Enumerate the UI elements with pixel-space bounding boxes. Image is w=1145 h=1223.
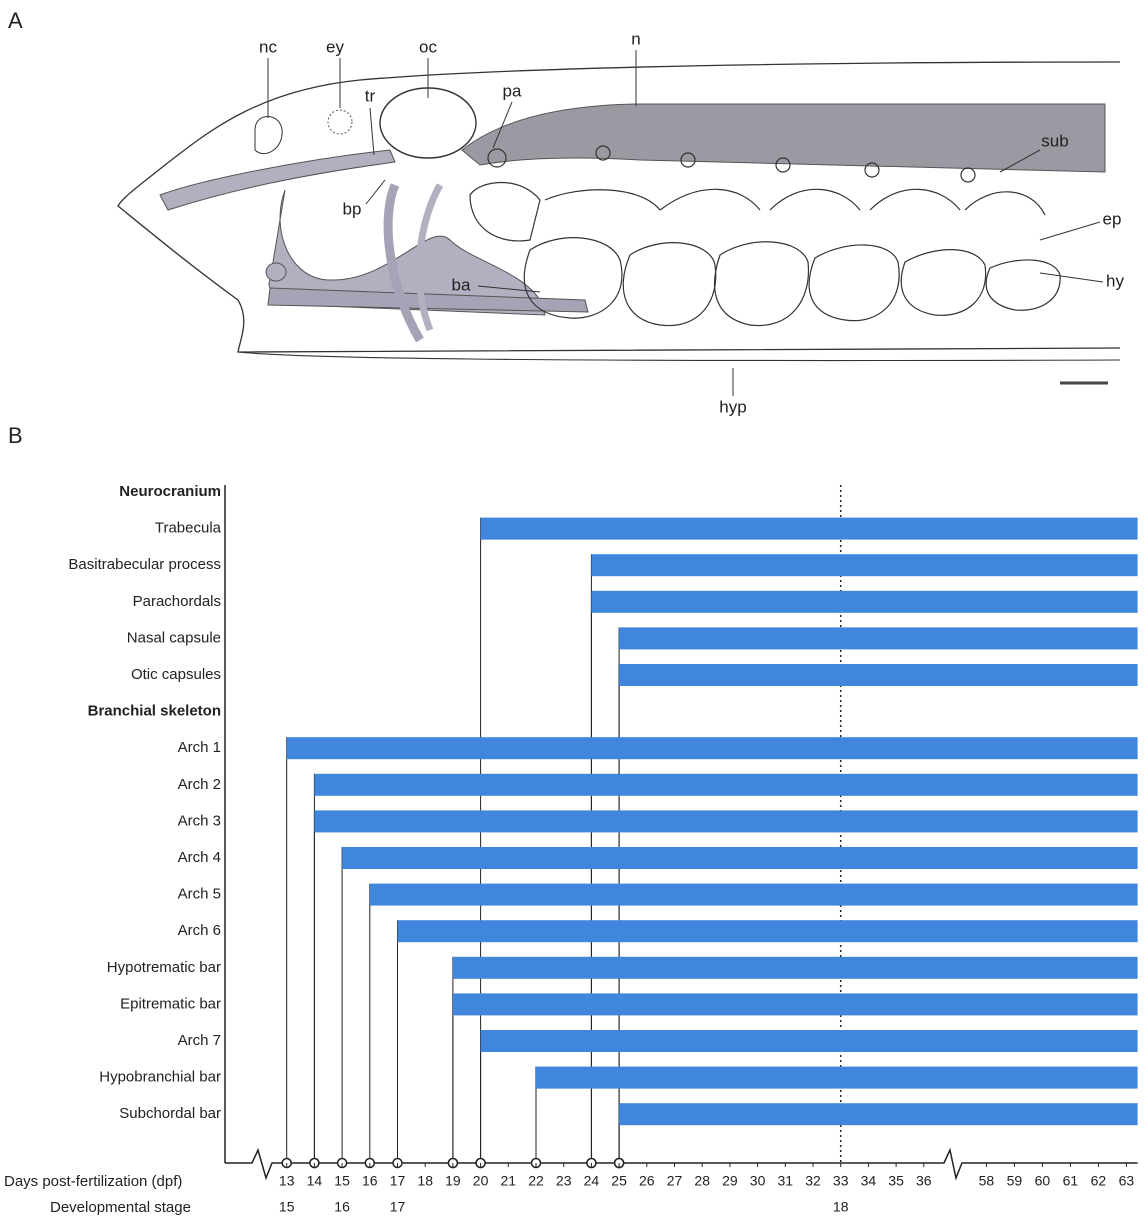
x-tick-label: 32 xyxy=(805,1173,821,1189)
x-tick-label: 34 xyxy=(861,1173,877,1189)
figure: Anc ey oc n tr pa sub bp ep hy ba hyp B Neurocranium T… xyxy=(0,0,1145,1218)
x-tick-label: 26 xyxy=(639,1173,655,1189)
bar xyxy=(342,847,1138,869)
bar xyxy=(536,1067,1138,1089)
bar xyxy=(619,1103,1138,1125)
x-tick-label: 61 xyxy=(1063,1173,1079,1189)
row-label: Subchordal bar xyxy=(119,1105,221,1122)
x-tick-label: 15 xyxy=(334,1173,350,1189)
group-header: Neurocranium xyxy=(119,483,221,500)
bar xyxy=(453,957,1138,979)
x-tick-label: 36 xyxy=(916,1173,932,1189)
x-tick-label: 22 xyxy=(528,1173,544,1189)
x-tick-label: 60 xyxy=(1035,1173,1051,1189)
row-label: Parachordals xyxy=(133,593,221,610)
row-label: Trabecula xyxy=(155,520,222,537)
x-tick-label: 58 xyxy=(979,1173,995,1189)
structure-label: bp xyxy=(343,199,362,218)
bar xyxy=(314,774,1137,796)
row-label: Basitrabecular process xyxy=(68,556,221,573)
leader-line xyxy=(1040,222,1100,240)
x-tick-label: 28 xyxy=(694,1173,710,1189)
bar xyxy=(619,627,1138,649)
stage-label: 17 xyxy=(390,1199,406,1215)
leader-line xyxy=(1040,273,1103,282)
bar xyxy=(481,1030,1138,1052)
x-tick-label: 29 xyxy=(722,1173,738,1189)
structure-label: nc xyxy=(259,37,277,56)
bar xyxy=(314,810,1137,832)
panel-label: A xyxy=(8,8,23,33)
row-label: Hypobranchial bar xyxy=(99,1069,221,1086)
structure-label: tr xyxy=(365,86,376,105)
structure-label: pa xyxy=(503,81,522,100)
x-tick-label: 16 xyxy=(362,1173,378,1189)
structure-label: n xyxy=(631,29,640,48)
x-tick-label: 13 xyxy=(279,1173,295,1189)
bar xyxy=(398,920,1138,942)
leader-line xyxy=(366,180,385,204)
x-tick-label: 35 xyxy=(888,1173,904,1189)
x-tick-label: 19 xyxy=(445,1173,461,1189)
row-label: Nasal capsule xyxy=(127,629,221,646)
row-label: Arch 4 xyxy=(178,849,221,866)
bar xyxy=(591,554,1137,576)
bar xyxy=(481,518,1138,540)
structure-label: oc xyxy=(419,37,437,56)
x-tick-label: 20 xyxy=(473,1173,489,1189)
row-label: Epitrematic bar xyxy=(120,995,221,1012)
stage-label: 15 xyxy=(279,1199,295,1215)
x-tick-label: 25 xyxy=(611,1173,627,1189)
x-tick-label: 59 xyxy=(1007,1173,1023,1189)
bar xyxy=(591,591,1137,613)
row-label: Otic capsules xyxy=(131,666,221,683)
row-label: Arch 7 xyxy=(178,1032,221,1049)
bar xyxy=(287,737,1138,759)
row-label: Arch 5 xyxy=(178,886,221,903)
row-label: Arch 1 xyxy=(178,739,221,756)
structure-label: hy xyxy=(1106,271,1124,290)
x-tick-label: 14 xyxy=(307,1173,323,1189)
page: {"panel_a": {"label": "A", "labels": ["n… xyxy=(0,0,1145,1218)
row-label: Arch 6 xyxy=(178,922,221,939)
bar xyxy=(619,664,1138,686)
x-tick-label: 33 xyxy=(833,1173,849,1189)
row-label: Arch 3 xyxy=(178,812,221,829)
structure-label: ep xyxy=(1103,209,1122,228)
x-axis-title: Days post-fertilization (dpf) xyxy=(4,1173,182,1190)
structure-label: ey xyxy=(326,37,344,56)
x-tick-label: 31 xyxy=(778,1173,794,1189)
x-tick-label: 23 xyxy=(556,1173,572,1189)
leader-line xyxy=(370,108,374,155)
bar xyxy=(370,884,1138,906)
bar xyxy=(453,993,1138,1015)
structure-label: ba xyxy=(452,275,471,294)
x-tick-label: 18 xyxy=(417,1173,433,1189)
row-label: Hypotrematic bar xyxy=(107,959,221,976)
x-tick-label: 27 xyxy=(667,1173,683,1189)
x-tick-label: 24 xyxy=(584,1173,600,1189)
x-tick-label: 21 xyxy=(501,1173,517,1189)
structure-label: hyp xyxy=(719,397,746,416)
stage-label: 18 xyxy=(833,1199,849,1215)
x-tick-label: 17 xyxy=(390,1173,406,1189)
x-tick-label: 63 xyxy=(1119,1173,1135,1189)
panel-label: B xyxy=(8,423,23,448)
stage-axis-title: Developmental stage xyxy=(50,1199,191,1216)
x-tick-label: 62 xyxy=(1091,1173,1107,1189)
structure-label: sub xyxy=(1041,131,1068,150)
group-header: Branchial skeleton xyxy=(88,703,221,720)
x-tick-label: 30 xyxy=(750,1173,766,1189)
row-label: Arch 2 xyxy=(178,776,221,793)
stage-label: 16 xyxy=(334,1199,350,1215)
